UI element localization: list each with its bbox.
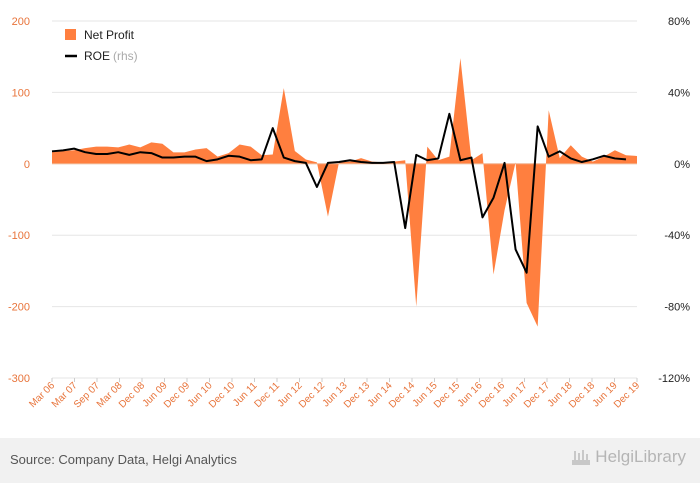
y-axis-right: 80% 40% 0% -40% -80% -120% xyxy=(658,16,690,385)
x-tick-label: Dec 08 xyxy=(117,380,147,410)
x-tick-label: Dec 17 xyxy=(522,380,552,410)
x-tick-label: Dec 14 xyxy=(387,380,417,410)
y-axis-left: 200 100 0 -100 -200 -300 xyxy=(8,16,30,385)
legend-swatch-net-profit xyxy=(65,29,76,40)
brand-name: HelgiLibrary xyxy=(595,447,686,466)
legend: Net Profit ROE (rhs) xyxy=(65,28,138,63)
roe-line xyxy=(51,112,627,274)
legend-label-net-profit: Net Profit xyxy=(84,28,135,42)
chart: 200 100 0 -100 -200 -300 80% 40% 0% -40% -80% -120… xyxy=(8,16,690,411)
y-tick-label-right: 0% xyxy=(674,159,690,171)
y-tick-label-right: -120% xyxy=(658,373,690,385)
x-tick-label: Dec 13 xyxy=(342,380,372,410)
x-tick-label: Dec 11 xyxy=(252,380,282,410)
roe-line-layer xyxy=(51,112,627,274)
net-profit-area-layer xyxy=(52,58,637,327)
x-tick-label: Dec 16 xyxy=(477,380,507,410)
x-tick-label: Dec 12 xyxy=(297,380,327,410)
x-tick-label: Dec 19 xyxy=(612,380,642,410)
brand-logo: HelgiLibrary xyxy=(571,447,686,467)
y-tick-label-left: 0 xyxy=(24,159,30,171)
y-tick-label-right: -40% xyxy=(664,230,690,242)
source-note: Source: Company Data, Helgi Analytics xyxy=(10,452,237,467)
y-tick-label-left: -300 xyxy=(8,373,30,385)
y-tick-label-left: -200 xyxy=(8,302,30,314)
x-tick-label: Dec 09 xyxy=(162,380,192,410)
y-tick-label-left: -100 xyxy=(8,230,30,242)
library-icon xyxy=(572,450,591,465)
y-tick-label-left: 200 xyxy=(12,16,30,28)
x-tick-label: Dec 15 xyxy=(432,380,462,410)
y-tick-label-right: -80% xyxy=(664,302,690,314)
y-tick-label-right: 40% xyxy=(668,87,690,99)
x-tick-label: Dec 18 xyxy=(567,380,597,410)
net-profit-area xyxy=(52,58,637,327)
legend-label-roe: ROE xyxy=(84,49,110,63)
y-tick-label-left: 100 xyxy=(12,87,30,99)
x-tick-label: Dec 10 xyxy=(207,380,237,410)
y-tick-label-right: 80% xyxy=(668,16,690,28)
grid-lines xyxy=(52,20,637,379)
legend-note-roe: (rhs) xyxy=(113,49,138,63)
